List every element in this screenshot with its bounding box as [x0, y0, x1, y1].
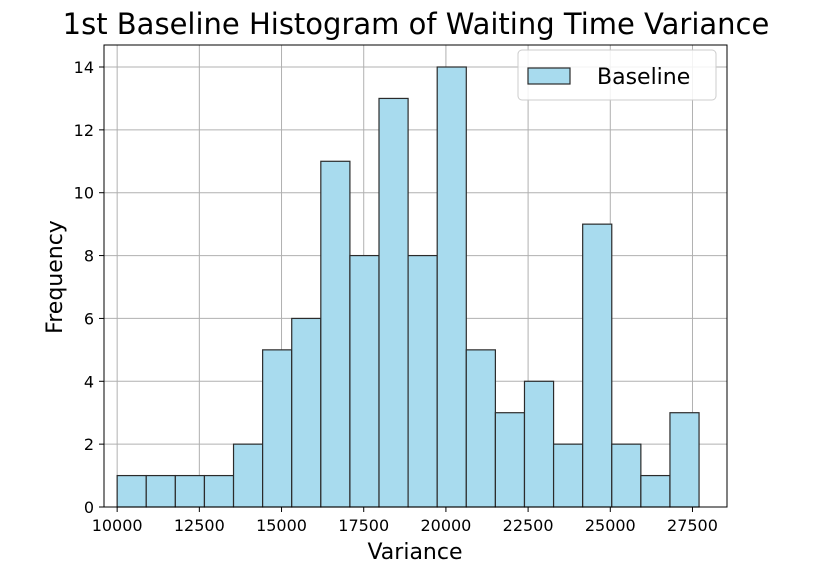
y-axis-label: Frequency: [43, 220, 68, 334]
y-tick-label: 6: [84, 309, 94, 328]
y-tick-label: 10: [74, 184, 94, 203]
histogram-bar: [320, 160, 351, 508]
histogram-bar: [523, 380, 555, 508]
histogram-bar: [232, 443, 264, 508]
histogram-bar: [174, 474, 206, 508]
y-tick-label: 4: [84, 372, 94, 391]
histogram-bar: [582, 223, 613, 508]
x-tick-label: 27500: [667, 516, 718, 535]
histogram-bar: [407, 254, 438, 508]
y-tick-label: 0: [84, 498, 94, 517]
y-tick-label: 14: [74, 58, 94, 77]
histogram-bar: [611, 443, 642, 508]
x-tick-label: 20000: [420, 516, 471, 535]
histogram-bar: [669, 412, 700, 508]
x-tick-label: 12500: [174, 516, 225, 535]
x-tick-label: 22500: [503, 516, 554, 535]
axes: 10000 12500 15000 17500 20000 22500 25000 27500…: [74, 44, 728, 535]
histogram-bar: [116, 474, 147, 508]
histogram-bar: [465, 349, 496, 508]
chart-title: 1st Baseline Histogram of Waiting Time V…: [63, 7, 770, 41]
histogram-bar: [436, 66, 467, 508]
legend: Baseline: [517, 49, 717, 101]
histogram-bar: [203, 474, 235, 508]
legend-frame: [517, 49, 717, 101]
legend-label-baseline: Baseline: [597, 65, 690, 90]
legend-swatch-baseline: [527, 67, 571, 85]
x-tick-label: 15000: [256, 516, 307, 535]
histogram-bar: [262, 349, 293, 508]
y-tick-label: 8: [84, 247, 94, 266]
y-tick-label: 2: [84, 435, 94, 454]
y-tick-label: 12: [74, 121, 94, 140]
histogram-bars: [116, 66, 700, 508]
x-tick-label: 25000: [585, 516, 636, 535]
histogram-bar: [145, 474, 176, 508]
histogram-bar: [640, 474, 671, 508]
histogram-bar: [552, 443, 584, 508]
histogram-bar: [494, 412, 526, 508]
x-axis-label: Variance: [367, 540, 462, 565]
x-tick-label: 17500: [338, 516, 389, 535]
histogram-bar: [349, 254, 380, 508]
x-tick-label: 10000: [92, 516, 143, 535]
histogram-bar: [291, 317, 322, 508]
plot-frame: [103, 44, 728, 508]
histogram-bar: [378, 97, 409, 508]
